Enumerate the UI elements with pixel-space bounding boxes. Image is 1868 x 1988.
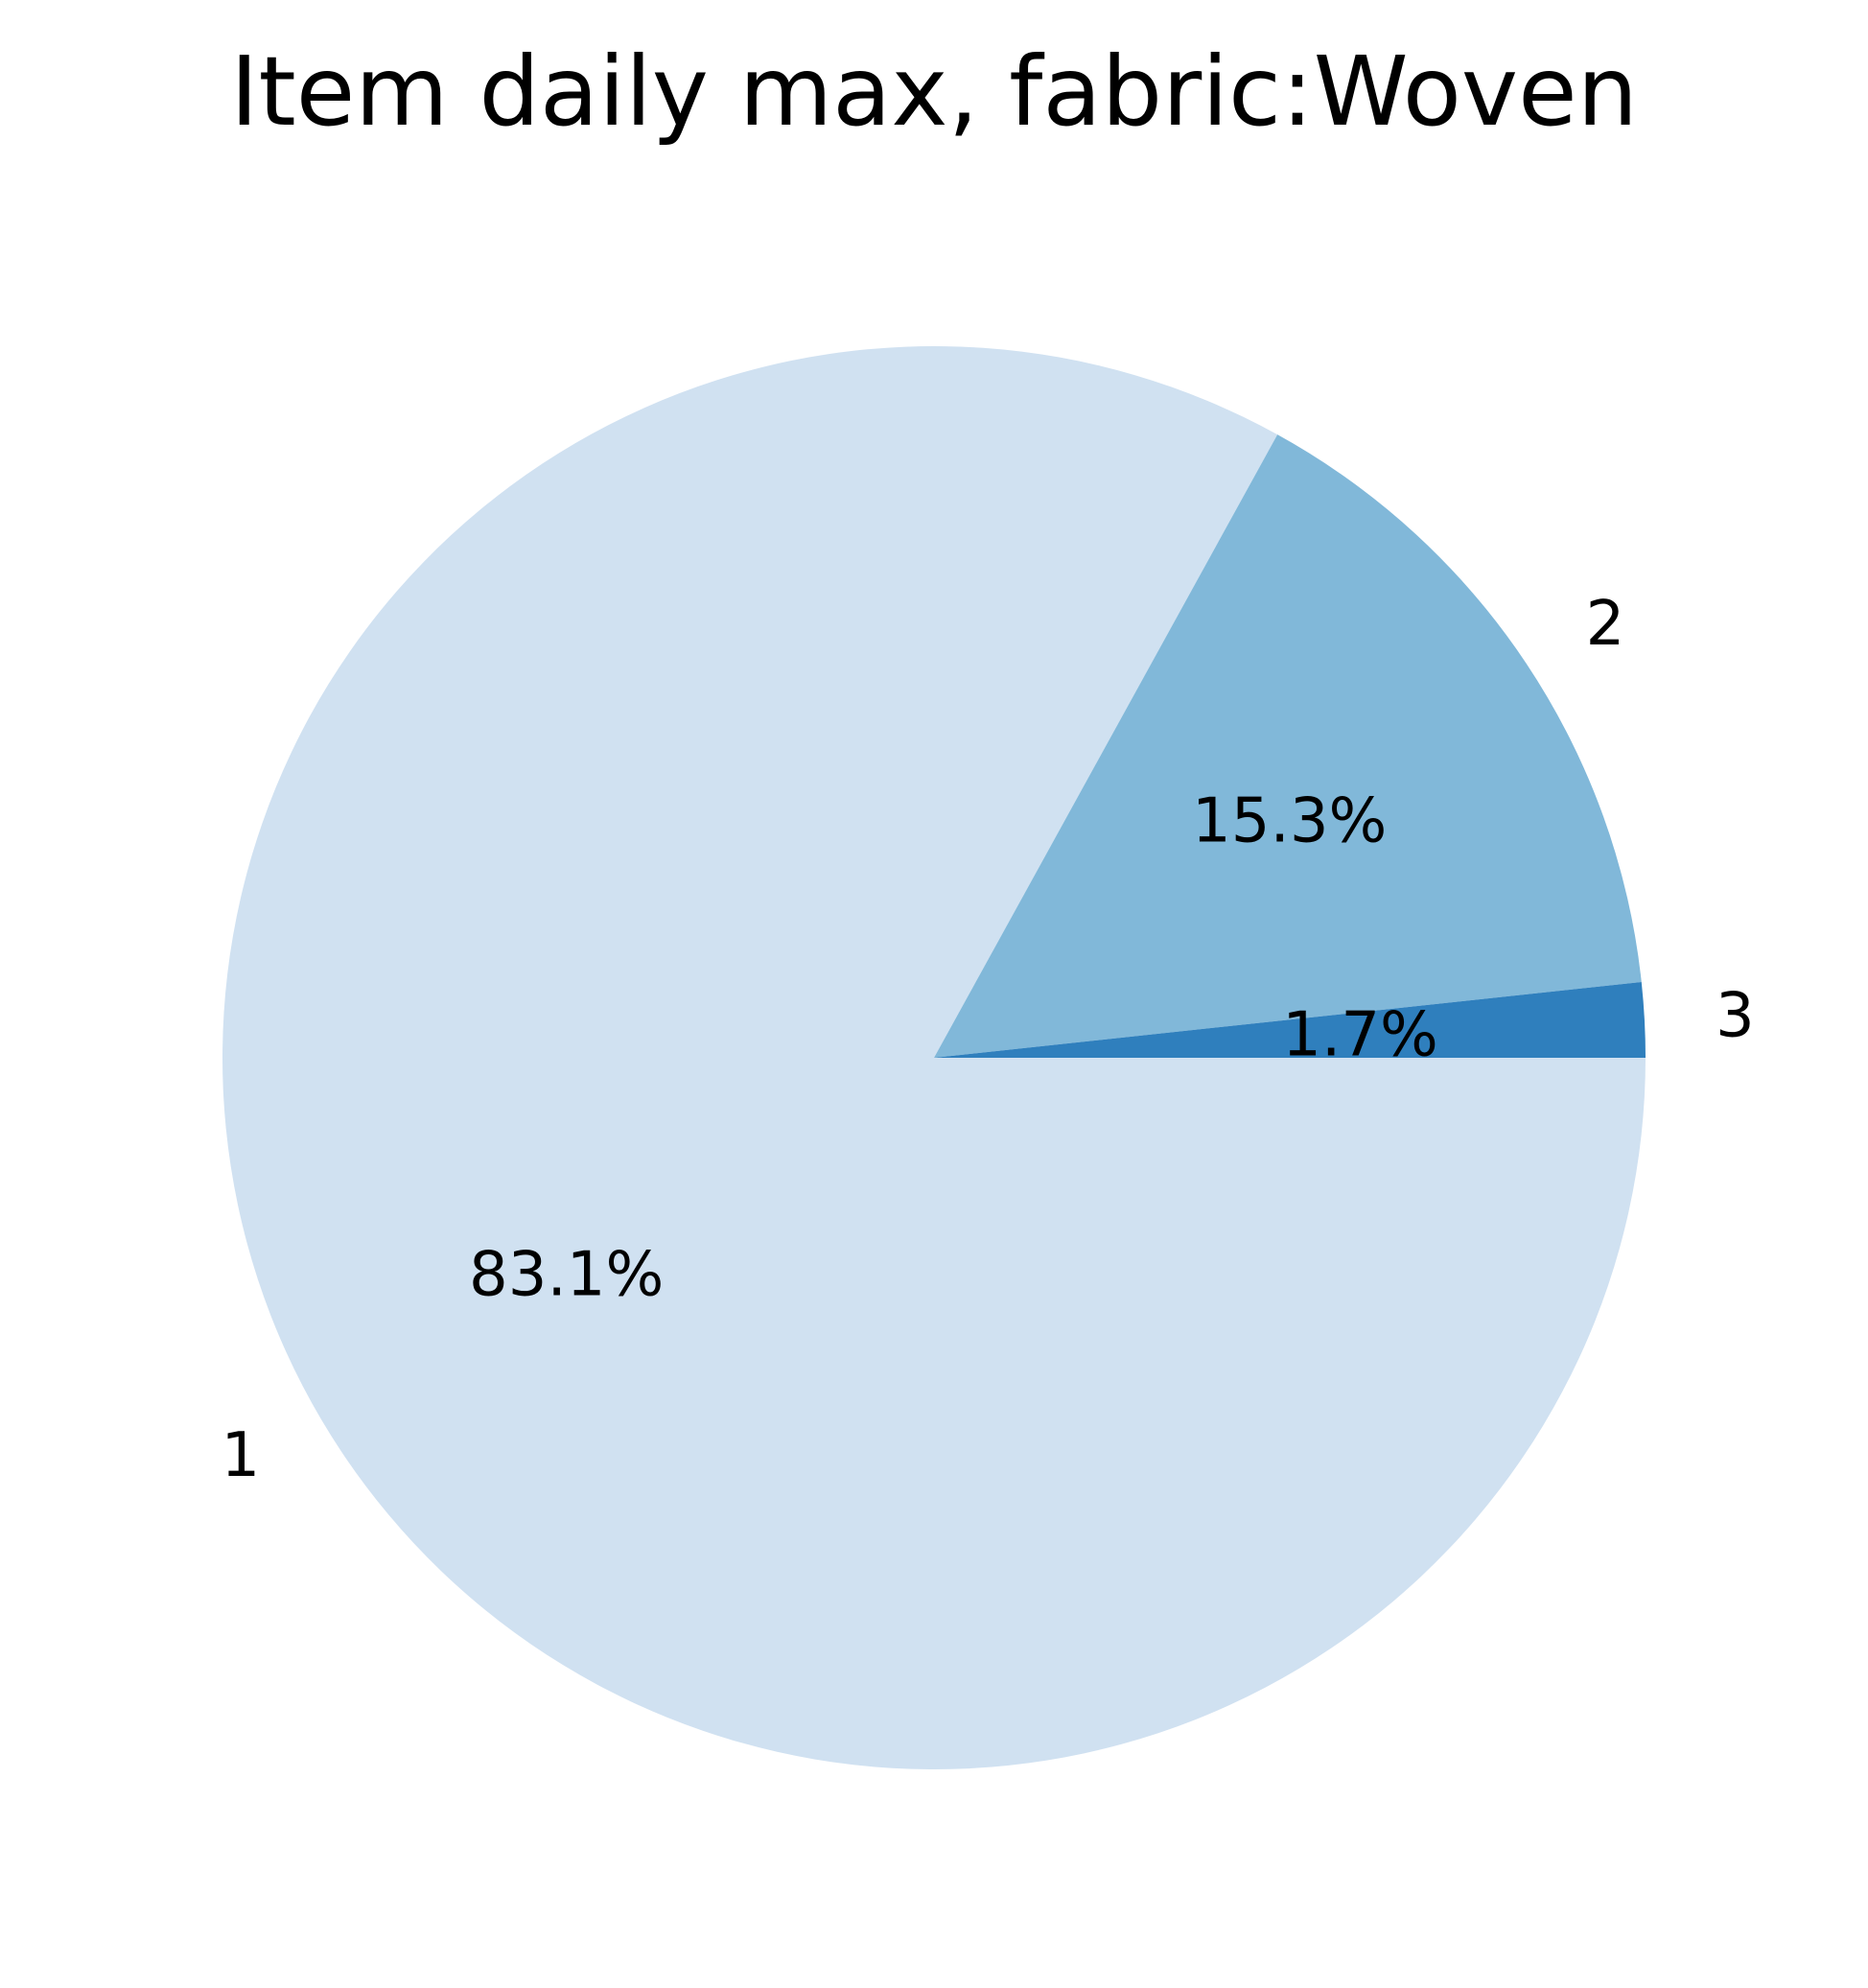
slice-label-3: 3 [1716,980,1755,1051]
slice-pct-label-2: 15.3% [1192,785,1387,856]
chart-title: Item daily max, fabric:Woven [230,35,1638,148]
pie-slices [222,346,1646,1770]
slice-label-2: 2 [1586,589,1625,660]
pie-slice-3 [934,981,1646,1058]
slice-pct-label-1: 83.1% [469,1239,664,1310]
pie-labels: 1 83.1% 2 15.3% 3 1.7% [222,589,1755,1491]
pie-slice-2 [934,434,1642,1059]
pie-slice-1 [222,346,1646,1770]
slice-pct-label-3: 1.7% [1282,999,1438,1070]
slice-label-1: 1 [222,1420,261,1491]
